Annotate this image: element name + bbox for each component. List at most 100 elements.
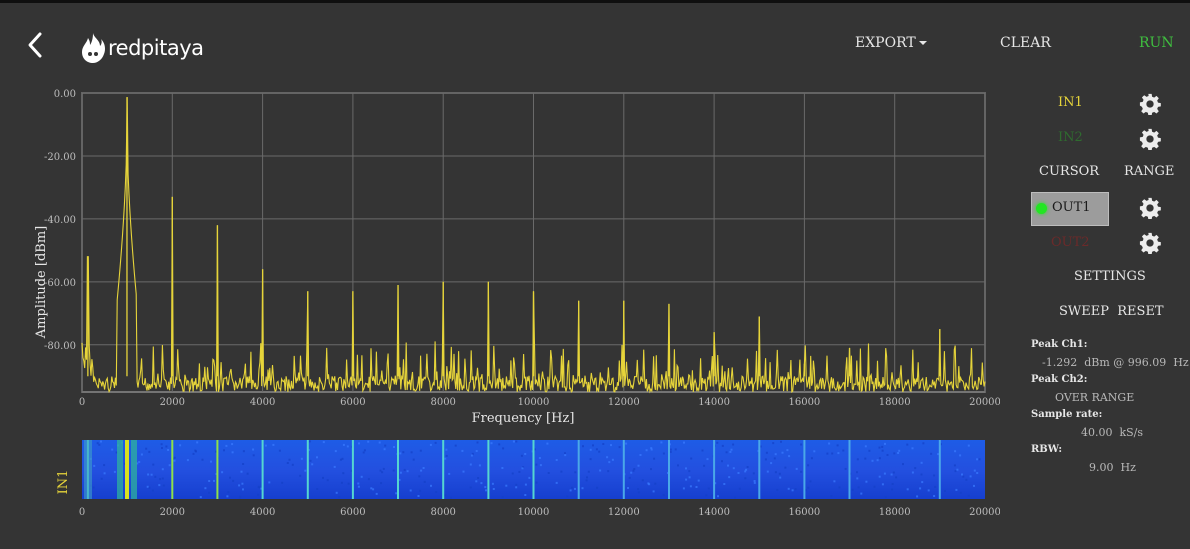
waterfall-noise-pixel — [744, 477, 747, 480]
waterfall-noise-pixel — [173, 459, 176, 462]
waterfall-noise-pixel — [878, 446, 881, 449]
waterfall-noise-pixel — [444, 494, 447, 497]
in1-settings-gear-icon[interactable] — [1139, 93, 1161, 115]
waterfall-noise-pixel — [933, 474, 936, 477]
waterfall-noise-pixel — [360, 475, 363, 478]
out1-channel-button[interactable]: OUT1 — [1031, 192, 1109, 226]
waterfall-noise-pixel — [96, 442, 99, 445]
waterfall-noise-pixel — [660, 441, 663, 444]
waterfall-noise-pixel — [779, 476, 782, 479]
waterfall-noise — [89, 440, 981, 499]
waterfall-noise-pixel — [161, 468, 164, 471]
waterfall-noise-pixel — [505, 484, 508, 487]
waterfall-noise-pixel — [967, 494, 970, 497]
peak-ch2-value: OVER RANGE — [1055, 391, 1135, 404]
waterfall-noise-pixel — [480, 482, 483, 485]
waterfall-noise-pixel — [252, 448, 255, 451]
clear-button[interactable]: CLEAR — [1000, 35, 1051, 51]
x-tick-label: 10000 — [518, 397, 550, 408]
waterfall-harmonic-line — [442, 440, 445, 499]
waterfall-noise-pixel — [501, 496, 504, 499]
waterfall-noise-pixel — [916, 495, 919, 498]
waterfall-harmonic-line — [351, 440, 354, 499]
back-button[interactable] — [22, 30, 50, 60]
peak-ch2-label: Peak Ch2: — [1031, 374, 1088, 385]
waterfall-noise-pixel — [961, 473, 963, 476]
waterfall-noise-pixel — [611, 458, 614, 461]
waterfall-noise-pixel — [560, 470, 563, 473]
waterfall-harmonic-line — [125, 440, 129, 499]
waterfall-noise-pixel — [375, 492, 378, 495]
waterfall-noise-pixel — [897, 452, 900, 454]
in2-channel-button[interactable]: IN2 — [1058, 130, 1083, 145]
cursor-button[interactable]: CURSOR — [1039, 164, 1100, 179]
waterfall-noise-pixel — [448, 472, 451, 475]
spectrum-chart[interactable]: 0.00 -20.00 -40.00 -60.00 -80.00 0 2000 4000 60… — [0, 85, 1000, 425]
in1-channel-button[interactable]: IN1 — [1058, 95, 1083, 110]
waterfall-noise-pixel — [857, 486, 860, 489]
waterfall-noise-pixel — [893, 452, 896, 455]
waterfall-noise-pixel — [911, 447, 914, 450]
waterfall-harmonic-line — [668, 440, 670, 499]
waterfall-noise-pixel — [242, 463, 245, 465]
range-button[interactable]: RANGE — [1124, 164, 1175, 179]
waterfall-noise-pixel — [937, 453, 940, 456]
waterfall-noise-pixel — [326, 479, 329, 482]
sweep-reset-button[interactable]: SWEEP RESET — [1059, 304, 1164, 319]
waterfall-harmonic-lines — [84, 440, 941, 499]
waterfall-noise-pixel — [753, 481, 756, 484]
waterfall-noise-pixel — [161, 447, 163, 449]
waterfall-display[interactable]: 0 2000 4000 6000 8000 10000 12000 14000 16000 180… — [0, 435, 1000, 525]
waterfall-noise-pixel — [268, 481, 271, 484]
waterfall-noise-pixel — [103, 472, 106, 475]
waterfall-noise-pixel — [688, 476, 691, 479]
waterfall-noise-pixel — [165, 445, 168, 448]
waterfall-noise-pixel — [242, 450, 245, 453]
waterfall-harmonic-line — [306, 440, 309, 499]
waterfall-noise-pixel — [350, 469, 353, 472]
waterfall-noise-pixel — [738, 487, 741, 490]
waterfall-noise-pixel — [406, 470, 409, 473]
waterfall-noise-pixel — [602, 443, 605, 445]
logo-text: redpitaya — [108, 36, 204, 60]
waterfall-noise-pixel — [322, 476, 324, 479]
waterfall-noise-pixel — [787, 487, 790, 490]
waterfall-noise-pixel — [630, 471, 633, 474]
waterfall-noise-pixel — [574, 487, 576, 490]
waterfall-harmonic-line — [532, 440, 535, 499]
waterfall-noise-pixel — [881, 445, 884, 448]
waterfall-noise-pixel — [837, 452, 840, 455]
in2-settings-gear-icon[interactable] — [1139, 128, 1161, 150]
waterfall-noise-pixel — [954, 450, 957, 453]
run-button[interactable]: RUN — [1139, 35, 1174, 51]
out1-settings-gear-icon[interactable] — [1139, 197, 1161, 219]
waterfall-dc-band — [84, 440, 92, 499]
waterfall-noise-pixel — [535, 463, 538, 466]
waterfall-noise-pixel — [650, 448, 653, 451]
waterfall-noise-pixel — [223, 449, 225, 452]
waterfall-noise-pixel — [168, 464, 171, 467]
waterfall-noise-pixel — [920, 473, 923, 476]
waterfall-noise-pixel — [976, 458, 979, 461]
waterfall-noise-pixel — [939, 443, 942, 446]
waterfall-noise-pixel — [727, 464, 729, 467]
waterfall-noise-pixel — [445, 454, 448, 457]
waterfall-noise-pixel — [759, 445, 762, 448]
out2-channel-button[interactable]: OUT2 — [1051, 235, 1090, 250]
waterfall-noise-pixel — [252, 454, 255, 457]
export-dropdown-button[interactable]: EXPORT — [855, 35, 927, 51]
waterfall-noise-pixel — [418, 475, 421, 478]
waterfall-noise-pixel — [967, 444, 970, 447]
settings-button[interactable]: SETTINGS — [1074, 269, 1146, 284]
x-tick-label: 0 — [79, 397, 85, 408]
waterfall-noise-pixel — [430, 484, 432, 487]
out2-settings-gear-icon[interactable] — [1139, 232, 1161, 254]
waterfall-noise-pixel — [186, 459, 189, 462]
waterfall-noise-pixel — [520, 454, 523, 457]
waterfall-noise-pixel — [571, 486, 574, 489]
waterfall-noise-pixel — [491, 482, 494, 485]
x-tick-label: 14000 — [698, 397, 730, 408]
waterfall-noise-pixel — [639, 454, 642, 456]
waterfall-noise-pixel — [340, 481, 343, 484]
waterfall-noise-pixel — [399, 452, 402, 455]
